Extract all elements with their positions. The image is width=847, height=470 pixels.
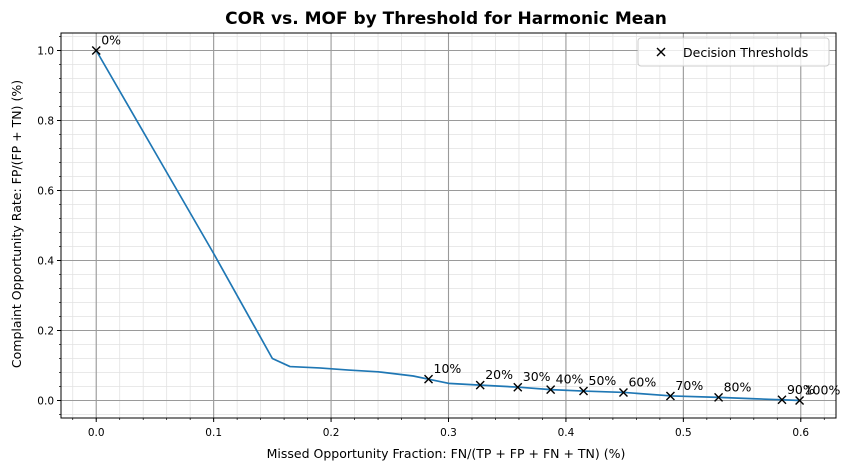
marker-stroke [795, 396, 805, 405]
x-tick-label: 0.4 [558, 427, 575, 439]
threshold-label: 20% [485, 367, 513, 382]
threshold-label: 70% [675, 378, 703, 393]
legend: Decision Thresholds [637, 37, 830, 67]
x-tick-label: 0.0 [88, 427, 105, 439]
threshold-label: 60% [628, 374, 656, 389]
marker-stroke [546, 385, 556, 395]
legend-marker [656, 47, 666, 57]
legend-marker-x [656, 47, 666, 57]
threshold-marker [475, 380, 485, 390]
threshold-marker [424, 374, 434, 384]
threshold-label: 30% [523, 369, 551, 384]
threshold-label: 10% [434, 361, 462, 376]
y-ticks: 0.0 0.2 0.4 0.6 0.8 1.0 [37, 36, 61, 415]
threshold-label: 0% [101, 33, 121, 48]
threshold-marker [665, 391, 675, 401]
threshold-label: 40% [556, 372, 584, 387]
legend-box [637, 37, 830, 67]
y-tick-label: 0.0 [37, 396, 54, 408]
plot-series [95, 50, 801, 402]
threshold-marker [618, 387, 628, 397]
x-tick-label: 0.1 [205, 427, 222, 439]
threshold-marker [777, 395, 787, 405]
markers [91, 46, 805, 405]
chart-title: COR vs. MOF by Threshold for Harmonic Me… [225, 9, 667, 29]
marker-stroke [714, 392, 724, 402]
x-axis-label: Missed Opportunity Fraction: FN/(TP + FP… [267, 446, 626, 461]
marker-stroke [513, 382, 523, 392]
threshold-marker [795, 396, 805, 405]
threshold-label: 90% [787, 382, 815, 397]
x-tick-label: 0.6 [792, 427, 809, 439]
y-tick-label: 0.6 [37, 186, 54, 198]
y-tick-label: 0.8 [37, 116, 54, 128]
y-tick-label: 0.4 [37, 256, 54, 268]
threshold-marker [546, 385, 556, 395]
threshold-label: 100% [805, 383, 841, 398]
threshold-marker [513, 382, 523, 392]
x-tick-label: 0.5 [675, 427, 692, 439]
marker-stroke [91, 46, 101, 55]
x-ticks: 0.0 0.1 0.2 0.3 0.4 0.5 0.6 [72, 418, 825, 439]
marker-stroke [618, 387, 628, 397]
marker-stroke [579, 386, 589, 396]
y-tick-label: 1.0 [37, 46, 54, 58]
threshold-marker [579, 386, 589, 396]
threshold-label: 50% [589, 373, 617, 388]
legend-label: Decision Thresholds [683, 45, 808, 60]
x-tick-label: 0.3 [440, 427, 457, 439]
marker-stroke [475, 380, 485, 390]
marker-stroke [665, 391, 675, 401]
curve-line [95, 50, 801, 402]
marker-stroke [656, 47, 666, 57]
threshold-marker [91, 46, 101, 55]
marker-stroke [777, 395, 787, 405]
major-grid [61, 33, 836, 418]
threshold-marker [714, 392, 724, 402]
threshold-label: 80% [724, 379, 752, 394]
marker-stroke [424, 374, 434, 384]
y-tick-label: 0.2 [37, 326, 54, 338]
x-tick-label: 0.2 [323, 427, 340, 439]
y-axis-label: Complaint Opportunity Rate: FP/(FP + TN)… [9, 80, 24, 368]
annotations: 0% 10% 20% 30% 40% 50% 60% 70% 80% 90%100% [101, 33, 840, 398]
